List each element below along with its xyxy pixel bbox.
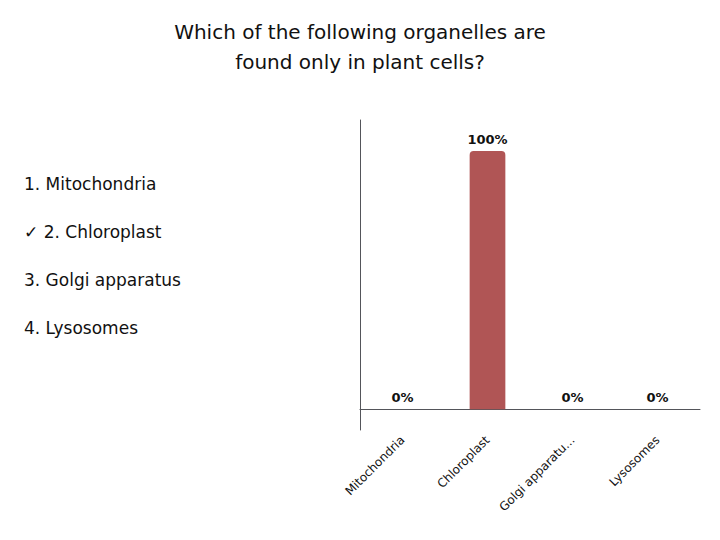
svg-text:100%: 100%	[467, 132, 507, 147]
svg-text:3. Golgi apparatus: 3. Golgi apparatus	[24, 270, 181, 290]
svg-text:0%: 0%	[646, 390, 668, 405]
svg-text:Golgi apparatu...: Golgi apparatu...	[496, 433, 577, 514]
svg-text:found only in plant cells?: found only in plant cells?	[235, 50, 485, 74]
svg-text:Lysosomes: Lysosomes	[606, 433, 662, 489]
svg-text:Mitochondria: Mitochondria	[342, 433, 407, 498]
svg-text:✓ 2. Chloroplast: ✓ 2. Chloroplast	[24, 222, 162, 242]
svg-text:1. Mitochondria: 1. Mitochondria	[24, 174, 156, 194]
svg-text:4. Lysosomes: 4. Lysosomes	[24, 318, 138, 338]
svg-text:Chloroplast: Chloroplast	[435, 433, 493, 491]
svg-text:0%: 0%	[561, 390, 583, 405]
svg-text:Which of the following organel: Which of the following organelles are	[174, 20, 546, 44]
svg-text:0%: 0%	[391, 390, 413, 405]
